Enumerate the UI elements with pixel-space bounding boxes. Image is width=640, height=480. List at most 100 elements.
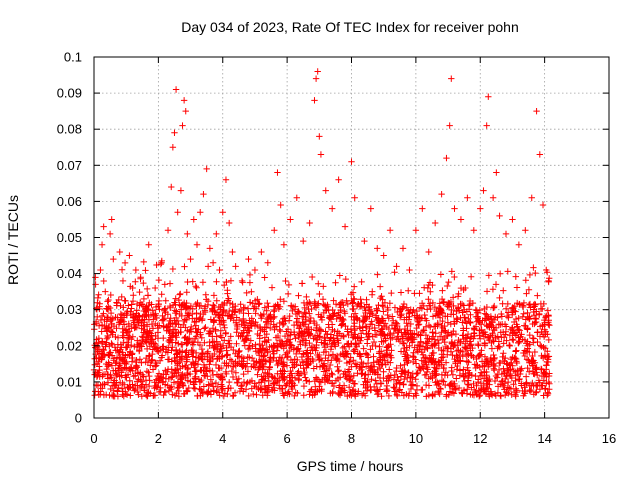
data-point bbox=[134, 341, 141, 349]
data-point bbox=[115, 364, 123, 372]
data-point bbox=[151, 384, 158, 392]
data-point bbox=[119, 277, 127, 285]
data-point bbox=[291, 331, 298, 338]
data-point bbox=[271, 227, 278, 234]
data-point bbox=[388, 289, 395, 297]
data-point bbox=[124, 383, 131, 391]
data-point bbox=[378, 361, 385, 369]
data-point bbox=[424, 345, 431, 352]
data-point bbox=[95, 354, 102, 362]
data-point bbox=[546, 380, 553, 388]
data-point bbox=[543, 362, 550, 369]
data-point bbox=[165, 337, 172, 345]
data-point bbox=[477, 380, 485, 387]
data-point bbox=[523, 356, 531, 363]
data-point bbox=[95, 391, 102, 398]
data-point bbox=[164, 227, 172, 234]
data-point bbox=[92, 274, 99, 281]
data-point bbox=[158, 291, 165, 298]
data-point bbox=[192, 360, 199, 367]
data-point bbox=[120, 339, 127, 347]
data-point bbox=[332, 279, 339, 286]
data-point bbox=[425, 248, 432, 256]
data-point bbox=[348, 158, 355, 165]
data-point bbox=[448, 339, 455, 347]
data-point bbox=[525, 368, 533, 375]
data-point bbox=[340, 302, 347, 309]
data-point bbox=[166, 280, 174, 287]
data-point bbox=[251, 380, 258, 387]
data-point bbox=[293, 194, 300, 201]
data-point bbox=[203, 165, 210, 173]
data-point bbox=[291, 392, 298, 400]
data-point bbox=[338, 385, 346, 393]
data-point bbox=[531, 359, 539, 366]
data-point bbox=[393, 335, 400, 343]
data-point bbox=[277, 327, 284, 335]
data-point bbox=[175, 384, 183, 391]
data-point bbox=[514, 367, 521, 374]
data-point bbox=[140, 258, 147, 266]
data-point bbox=[289, 385, 296, 393]
data-point bbox=[453, 375, 460, 382]
data-point bbox=[165, 387, 173, 395]
data-point bbox=[538, 328, 545, 336]
data-point bbox=[450, 327, 457, 335]
data-point bbox=[502, 331, 509, 338]
data-point bbox=[227, 313, 235, 321]
data-point bbox=[211, 350, 218, 358]
data-point bbox=[348, 313, 355, 320]
data-point bbox=[495, 343, 502, 350]
data-point bbox=[451, 205, 458, 212]
data-point bbox=[387, 352, 394, 359]
data-point bbox=[169, 144, 177, 151]
data-point bbox=[459, 390, 466, 397]
data-point bbox=[184, 364, 192, 372]
data-point bbox=[265, 336, 272, 344]
data-point bbox=[300, 350, 307, 357]
data-point bbox=[218, 301, 226, 309]
data-point bbox=[390, 329, 398, 337]
data-point bbox=[492, 313, 499, 321]
data-point bbox=[333, 332, 341, 339]
data-point bbox=[161, 281, 169, 288]
data-point bbox=[131, 387, 138, 394]
data-point bbox=[438, 377, 446, 384]
data-point bbox=[118, 293, 125, 301]
data-point bbox=[100, 277, 107, 285]
data-point bbox=[198, 317, 206, 324]
data-point bbox=[181, 263, 188, 270]
data-point bbox=[351, 391, 359, 398]
data-point bbox=[536, 323, 544, 330]
data-point bbox=[500, 365, 507, 372]
data-point bbox=[155, 375, 162, 382]
data-point bbox=[441, 338, 448, 346]
data-point bbox=[399, 303, 407, 310]
data-point bbox=[255, 349, 263, 356]
data-point bbox=[271, 387, 278, 394]
data-point bbox=[180, 321, 187, 329]
data-point bbox=[388, 322, 396, 329]
data-point bbox=[147, 362, 154, 369]
data-point bbox=[454, 293, 462, 300]
y-tick-label: 0.03 bbox=[57, 302, 82, 317]
data-point bbox=[104, 371, 111, 378]
data-point bbox=[371, 331, 379, 338]
data-point bbox=[171, 357, 178, 364]
data-point bbox=[496, 212, 503, 220]
data-point bbox=[107, 349, 114, 356]
data-point bbox=[323, 306, 330, 314]
data-point bbox=[271, 306, 278, 314]
data-point bbox=[396, 308, 403, 315]
data-point bbox=[483, 122, 490, 129]
data-point bbox=[382, 335, 389, 342]
data-point bbox=[321, 302, 329, 309]
data-point bbox=[162, 348, 170, 356]
data-point bbox=[123, 391, 131, 398]
data-point bbox=[409, 309, 416, 316]
data-point bbox=[423, 393, 430, 400]
data-point bbox=[174, 360, 182, 367]
data-point bbox=[448, 367, 455, 375]
data-point bbox=[187, 378, 194, 385]
data-point bbox=[492, 281, 500, 288]
